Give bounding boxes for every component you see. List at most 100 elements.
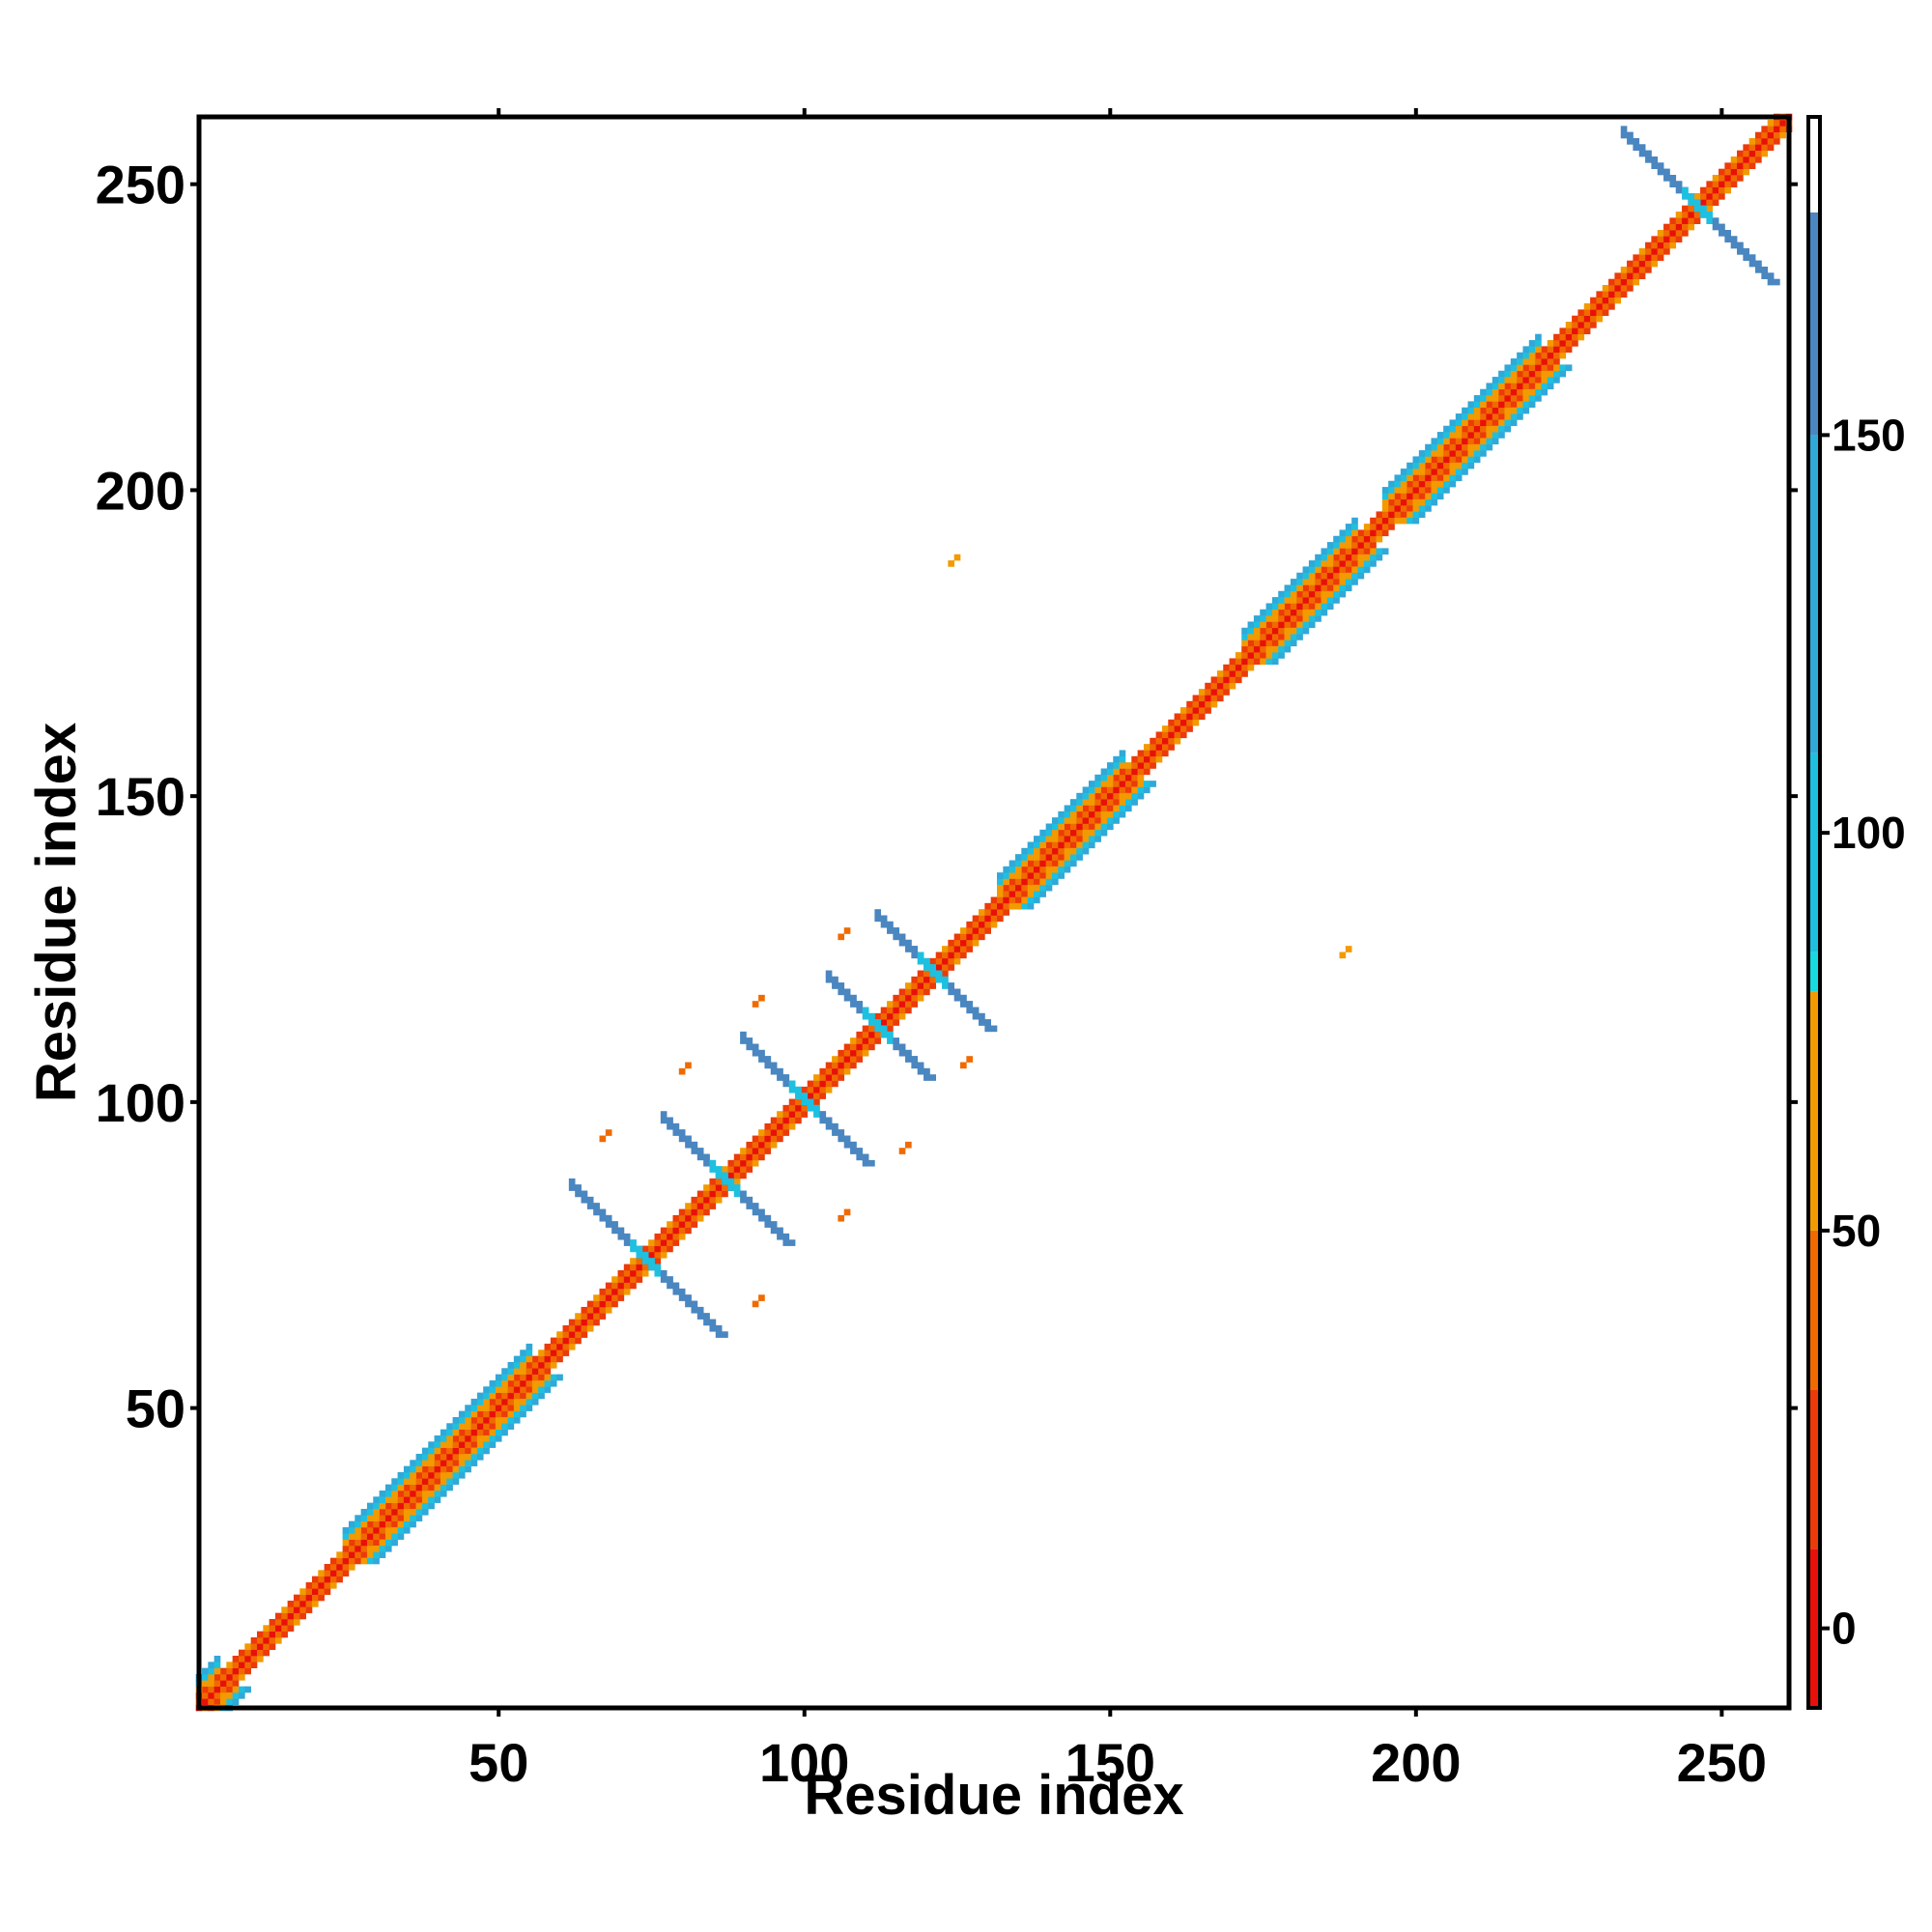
diagonal-cell xyxy=(1443,450,1450,457)
diagonal-cell xyxy=(1113,786,1120,794)
diagonal-cell xyxy=(1663,236,1670,243)
diagonal-cell xyxy=(501,1392,508,1400)
helix-cell xyxy=(1302,579,1310,585)
diagonal-cell xyxy=(1241,658,1248,666)
diagonal-cell xyxy=(1137,768,1145,776)
diagonal-cell xyxy=(501,1386,508,1393)
helix-cell xyxy=(1498,419,1505,427)
helix-cell xyxy=(1241,627,1248,635)
diagonal-cell xyxy=(1198,707,1206,714)
helix-cell xyxy=(513,1410,521,1418)
helix-cell xyxy=(1302,615,1310,622)
cross-cell xyxy=(617,1233,625,1240)
helix-cell xyxy=(1535,395,1542,402)
diagonal-cell xyxy=(905,988,912,996)
diagonal-cell xyxy=(623,1276,631,1283)
diagonal-cell xyxy=(593,1300,600,1308)
diagonal-cell xyxy=(1669,242,1677,249)
helix-cell xyxy=(1467,462,1475,469)
diagonal-cell xyxy=(366,1545,374,1552)
y-tick-label: 100 xyxy=(96,1072,185,1133)
diagonal-cell xyxy=(630,1276,637,1283)
diagonal-cell xyxy=(1627,267,1634,273)
diagonal-cell xyxy=(1510,395,1518,402)
diagonal-cell xyxy=(997,896,1004,904)
helix-cell xyxy=(513,1405,521,1411)
helix-cell xyxy=(1315,566,1321,574)
helix-cell xyxy=(513,1355,521,1363)
helix-cell xyxy=(403,1520,411,1528)
helix-cell xyxy=(1058,817,1065,824)
diagonal-cell xyxy=(238,1667,245,1675)
cross-cell xyxy=(685,1141,692,1149)
helix-cell xyxy=(1388,480,1395,488)
helix-cell xyxy=(1290,639,1297,647)
helix-cell xyxy=(202,1667,209,1675)
diagonal-cell xyxy=(1094,799,1101,806)
diagonal-cell xyxy=(1688,212,1695,218)
diagonal-cell xyxy=(868,1031,875,1038)
cross-cell xyxy=(1755,260,1762,268)
diagonal-cell xyxy=(1339,560,1347,567)
diagonal-cell xyxy=(948,964,955,971)
helix-cell xyxy=(458,1465,466,1473)
diagonal-cell xyxy=(1253,652,1261,659)
diagonal-cell xyxy=(1370,535,1377,543)
helix-cell xyxy=(342,1526,350,1534)
diagonal-cell xyxy=(1761,131,1769,139)
diagonal-cell xyxy=(1069,823,1077,831)
diagonal-cell xyxy=(318,1581,325,1589)
diagonal-cell xyxy=(1124,781,1132,787)
diagonal-cell xyxy=(299,1600,306,1607)
helix-cell xyxy=(397,1471,405,1479)
diagonal-cell xyxy=(1675,223,1683,231)
helix-cell xyxy=(1425,498,1432,506)
helix-cell xyxy=(997,884,1004,892)
diagonal-cell xyxy=(281,1625,288,1632)
helix-cell xyxy=(1069,810,1077,818)
diagonal-cell xyxy=(1039,854,1046,861)
helix-cell xyxy=(1418,498,1426,506)
diagonal-cell xyxy=(1302,609,1310,616)
diagonal-cell xyxy=(1675,236,1683,243)
helix-cell xyxy=(366,1551,374,1558)
diagonal-cell xyxy=(1779,120,1786,127)
diagonal-cell xyxy=(911,988,919,996)
diagonal-cell xyxy=(348,1545,355,1552)
diagonal-cell xyxy=(446,1453,453,1461)
x-axis: 50 100 150 200 250 xyxy=(469,108,1767,1793)
helix-cell xyxy=(1436,443,1444,451)
colorbar-tick-label: 0 xyxy=(1832,1604,1857,1654)
helix-cell xyxy=(1051,823,1059,831)
cross-cell xyxy=(942,982,949,989)
helix-cell xyxy=(421,1453,429,1461)
helix-cell xyxy=(384,1496,392,1503)
diagonal-cell xyxy=(208,1692,214,1699)
diagonal-cell xyxy=(850,1043,857,1051)
diagonal-cell xyxy=(1131,774,1138,781)
helix-cell xyxy=(1131,792,1138,800)
helix-cell xyxy=(1069,799,1077,806)
isolated-cell xyxy=(905,1141,912,1149)
diagonal-cell xyxy=(256,1655,264,1662)
diagonal-cell xyxy=(1009,896,1016,904)
helix-cell xyxy=(421,1502,429,1510)
helix-cell xyxy=(1522,407,1530,414)
helix-cell xyxy=(1308,572,1316,580)
diagonal-cell xyxy=(1235,664,1242,671)
cross-cell xyxy=(807,1098,814,1106)
diagonal-cell xyxy=(764,1141,772,1149)
diagonal-cell xyxy=(905,1007,912,1014)
diagonal-cell xyxy=(360,1539,368,1547)
cross-cell xyxy=(672,1129,680,1136)
diagonal-cell xyxy=(452,1435,460,1442)
helix-cell xyxy=(1363,554,1371,561)
diagonal-cell xyxy=(410,1484,416,1492)
diagonal-cell xyxy=(1039,872,1046,879)
diagonal-cell xyxy=(825,1080,833,1088)
diagonal-cell xyxy=(410,1478,416,1485)
cross-cell xyxy=(1693,199,1701,207)
diagonal-cell xyxy=(1547,346,1554,354)
helix-cell xyxy=(1498,377,1505,384)
helix-cell xyxy=(421,1447,429,1455)
